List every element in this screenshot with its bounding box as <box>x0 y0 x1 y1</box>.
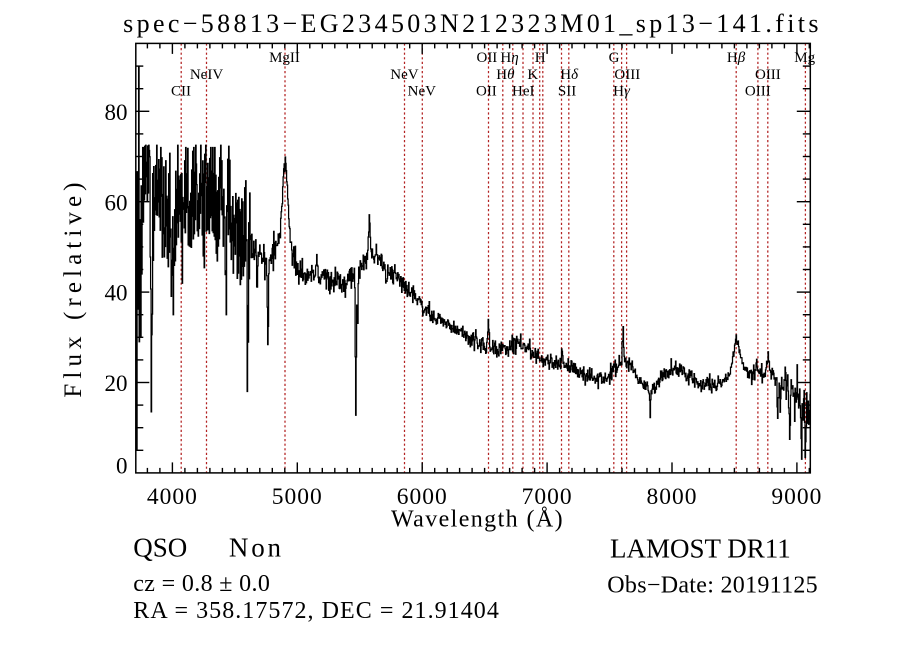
svg-text:7000: 7000 <box>522 484 573 510</box>
svg-text:OII: OII <box>476 50 497 66</box>
svg-text:Hγ: Hγ <box>613 84 631 100</box>
svg-text:4000: 4000 <box>147 484 198 510</box>
svg-text:RA = 358.17572, DEC = 21.9140: RA = 358.17572, DEC = 21.91404 <box>133 598 500 624</box>
svg-text:OIII: OIII <box>614 67 640 83</box>
svg-text:Hθ: Hθ <box>496 67 515 83</box>
svg-text:LAMOST DR11: LAMOST DR11 <box>610 534 791 564</box>
svg-text:Hβ: Hβ <box>727 50 746 66</box>
svg-text:G: G <box>609 50 620 66</box>
svg-text:K: K <box>527 67 538 83</box>
svg-text:OIII: OIII <box>745 84 771 100</box>
svg-text:H: H <box>535 50 546 66</box>
svg-text:80: 80 <box>105 100 128 125</box>
svg-text:60: 60 <box>105 190 128 215</box>
svg-text:40: 40 <box>105 281 128 306</box>
svg-text:Mg: Mg <box>794 50 815 66</box>
svg-text:6000: 6000 <box>397 484 448 510</box>
svg-text:NeV: NeV <box>390 67 418 83</box>
svg-text:OIII: OIII <box>755 67 781 83</box>
svg-text:cz = 0.8 ± 0.0: cz = 0.8 ± 0.0 <box>133 571 270 597</box>
svg-text:Wavelength (Å): Wavelength (Å) <box>391 507 564 533</box>
svg-text:0: 0 <box>116 453 128 478</box>
svg-text:8000: 8000 <box>647 484 698 510</box>
svg-text:spec−58813−EG234503N212323M01_: spec−58813−EG234503N212323M01_sp13−141.f… <box>123 9 822 38</box>
svg-text:Hη: Hη <box>500 50 518 66</box>
svg-text:QSO: QSO <box>133 533 187 563</box>
svg-text:Flux (relative): Flux (relative) <box>60 177 87 397</box>
svg-text:Obs−Date: 20191125: Obs−Date: 20191125 <box>607 572 818 598</box>
svg-text:OII: OII <box>476 84 497 100</box>
svg-text:NeV: NeV <box>408 84 436 100</box>
svg-text:Non: Non <box>229 533 284 563</box>
svg-text:HeI: HeI <box>512 84 535 100</box>
svg-text:Hδ: Hδ <box>560 67 579 83</box>
svg-text:9000: 9000 <box>771 484 822 510</box>
svg-text:CII: CII <box>171 84 191 100</box>
svg-text:NeIV: NeIV <box>190 67 223 83</box>
svg-text:20: 20 <box>105 371 128 396</box>
svg-text:5000: 5000 <box>272 484 323 510</box>
svg-text:SII: SII <box>558 84 576 100</box>
svg-text:MgII: MgII <box>269 50 300 66</box>
